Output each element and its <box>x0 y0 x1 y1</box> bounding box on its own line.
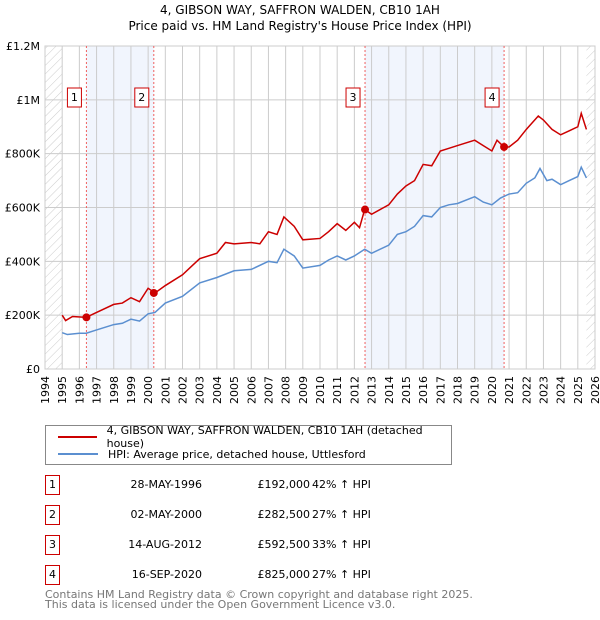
sale-date: 14-AUG-2012 <box>128 538 202 551</box>
x-tick-label: 1995 <box>56 376 69 404</box>
x-tick-label: 2001 <box>159 376 172 404</box>
sale-hpi-diff: 33% ↑ HPI <box>312 538 371 551</box>
x-tick-label: 1997 <box>91 376 104 404</box>
sale-label-number: 3 <box>350 91 357 104</box>
sale-date: 16-SEP-2020 <box>131 568 202 581</box>
x-tick-label: 2022 <box>520 376 533 404</box>
x-tick-label: 2009 <box>297 376 310 404</box>
x-tick-label: 2011 <box>331 376 344 404</box>
sale-hpi-diff: 42% ↑ HPI <box>312 478 371 491</box>
plot-area: 1994 1995 1996 1997 1998 1999 2000 2001 2002 2003… <box>5 40 600 404</box>
sale-number: 3 <box>45 535 60 555</box>
sale-price: £192,000 <box>257 478 311 491</box>
y-tick-label: £600K <box>5 202 41 215</box>
x-tick-label: 2007 <box>262 376 275 404</box>
sale-label-number: 2 <box>138 91 145 104</box>
sale-point <box>500 142 509 151</box>
sale-row: 1 28-MAY-1996 £192,000 42% ↑ HPI <box>45 475 465 495</box>
chart-subtitle: Price paid vs. HM Land Registry's House … <box>128 19 472 33</box>
sale-hpi-diff: 27% ↑ HPI <box>312 508 371 521</box>
x-tick-label: 2013 <box>366 376 379 404</box>
sale-label-box <box>134 87 150 108</box>
x-tick-label: 1998 <box>108 376 121 404</box>
x-tick-label: 2018 <box>452 376 465 404</box>
sale-label-box <box>484 87 500 108</box>
sale-date: 02-MAY-2000 <box>130 508 202 521</box>
legend-item-property: 4, GIBSON WAY, SAFFRON WALDEN, CB10 1AH … <box>58 424 451 450</box>
y-tick-label: £1M <box>17 94 41 107</box>
x-tick-label: 2006 <box>245 376 258 404</box>
x-tick-label: 2003 <box>194 376 207 404</box>
legend-swatch-red <box>58 436 97 438</box>
sale-hpi-diff: 27% ↑ HPI <box>312 568 371 581</box>
legend-swatch-blue <box>58 453 98 455</box>
sale-row: 4 16-SEP-2020 £825,000 27% ↑ HPI <box>45 565 465 585</box>
sale-point <box>149 288 158 297</box>
x-tick-label: 2004 <box>211 376 224 404</box>
x-tick-label: 2010 <box>314 376 327 404</box>
x-tick-label: 2015 <box>400 376 413 404</box>
sale-date: 28-MAY-1996 <box>130 478 202 491</box>
x-tick-label: 2023 <box>537 376 550 404</box>
chart-title: 4, GIBSON WAY, SAFFRON WALDEN, CB10 1AH <box>160 3 440 17</box>
x-tick-label: 2002 <box>177 376 190 404</box>
x-tick-label: 2024 <box>555 376 568 404</box>
y-tick-label: £200K <box>5 309 41 322</box>
y-tick-label: £800K <box>5 148 41 161</box>
sale-label-number: 1 <box>71 91 78 104</box>
sale-number: 4 <box>45 565 60 585</box>
sale-price: £592,500 <box>257 538 311 551</box>
x-tick-label: 2016 <box>417 376 430 404</box>
x-tick-label: 2026 <box>589 376 600 404</box>
sale-label-number: 4 <box>489 91 496 104</box>
y-tick-label: £400K <box>5 255 41 268</box>
x-tick-label: 2005 <box>228 376 241 404</box>
x-tick-label: 2025 <box>572 376 585 404</box>
x-tick-label: 2019 <box>469 376 482 404</box>
sale-label-box <box>66 87 82 108</box>
sale-price: £825,000 <box>257 568 311 581</box>
x-tick-label: 2014 <box>383 376 396 404</box>
x-tick-label: 1996 <box>73 376 86 404</box>
hpi-line <box>61 165 588 336</box>
sale-row: 2 02-MAY-2000 £282,500 27% ↑ HPI <box>45 505 465 525</box>
x-tick-label: 2008 <box>280 376 293 404</box>
sale-row: 3 14-AUG-2012 £592,500 33% ↑ HPI <box>45 535 465 555</box>
x-tick-label: 1994 <box>39 376 52 404</box>
x-tick-label: 2017 <box>434 376 447 404</box>
x-tick-label: 2000 <box>142 376 155 404</box>
x-tick-label: 2012 <box>348 376 361 404</box>
plot-border <box>44 45 596 370</box>
x-tick-label: 2020 <box>486 376 499 404</box>
sale-point <box>361 205 370 214</box>
sale-number: 2 <box>45 505 60 525</box>
y-tick-label: £0 <box>26 363 40 376</box>
legend-item-hpi: HPI: Average price, detached house, Uttl… <box>58 446 366 462</box>
footer: Contains HM Land Registry data © Crown c… <box>45 588 473 611</box>
x-tick-label: 2021 <box>503 376 516 404</box>
x-tick-label: 1999 <box>125 376 138 404</box>
sale-number: 1 <box>45 475 60 495</box>
sale-price: £282,500 <box>257 508 311 521</box>
sale-point <box>82 313 91 322</box>
y-tick-label: £1.2M <box>6 40 40 53</box>
sale-label-box <box>345 87 361 108</box>
legend: 4, GIBSON WAY, SAFFRON WALDEN, CB10 1AH … <box>45 424 452 465</box>
